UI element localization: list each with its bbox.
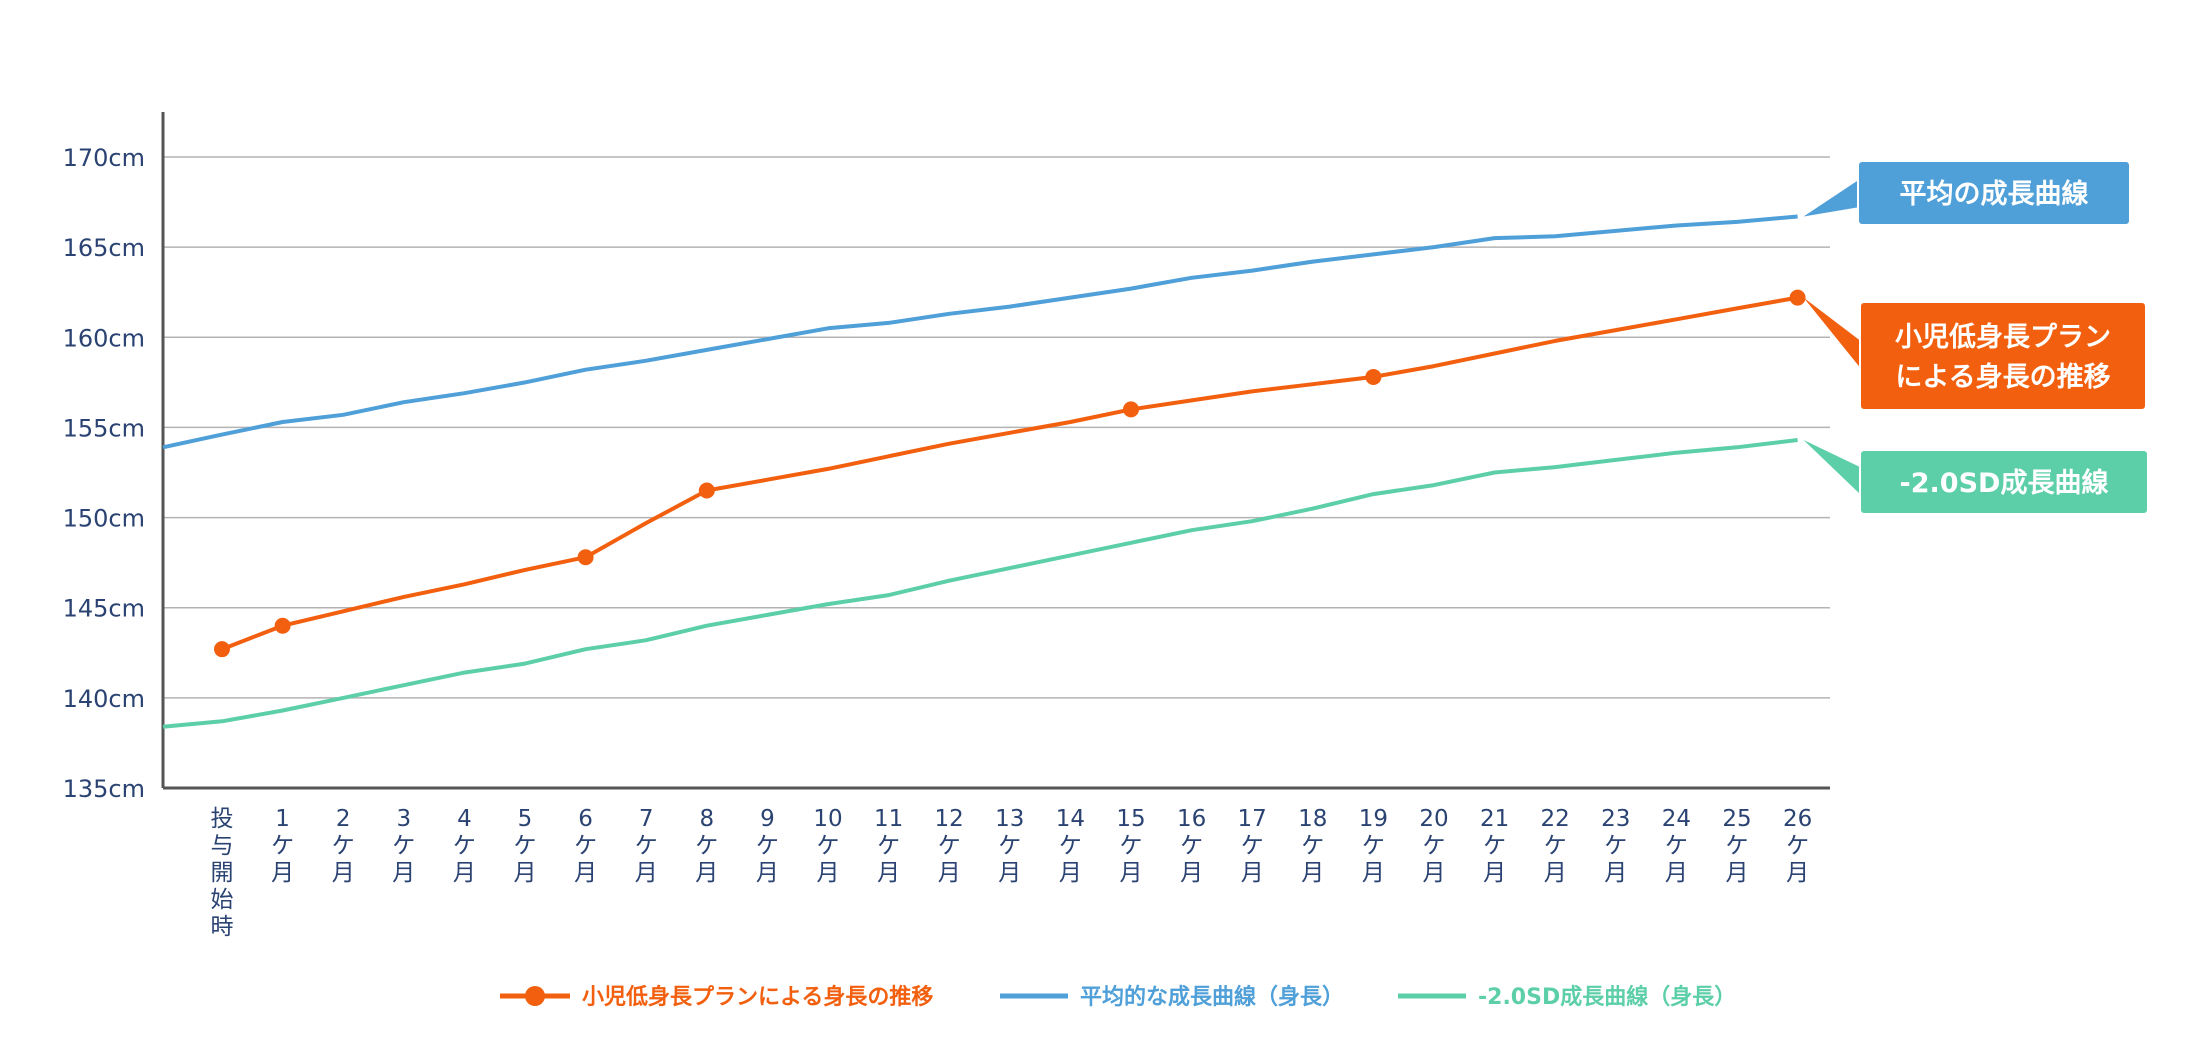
data-point bbox=[1365, 368, 1382, 385]
x-tick-label: 17 ケ月 bbox=[1238, 806, 1267, 886]
x-tick-label: 12 ケ月 bbox=[935, 806, 964, 886]
x-axis-ticks: 投与開始時 1 ケ月 2 ケ月 3 ケ月 4 ケ月 5 ケ月 6 ケ月 7 ケ月 8 ケ月 9 ケ月 10 ケ月 11 ケ月… bbox=[211, 806, 1813, 940]
y-tick-label: 135cm bbox=[63, 775, 145, 803]
x-tick-label: 10 ケ月 bbox=[813, 806, 842, 886]
y-tick-label: 170cm bbox=[63, 144, 145, 172]
x-tick-label: 11 ケ月 bbox=[874, 806, 903, 886]
legend-item: 平均的な成長曲線（身長） bbox=[1000, 984, 1344, 1010]
x-tick-label: 2 ケ月 bbox=[332, 806, 355, 886]
data-point bbox=[698, 482, 715, 499]
x-tick-label: 投与開始時 bbox=[211, 806, 234, 940]
x-tick-label: 9 ケ月 bbox=[756, 806, 779, 886]
y-tick-label: 155cm bbox=[63, 414, 145, 442]
callout-0: 平均の成長曲線 bbox=[1803, 160, 2131, 226]
x-tick-label: 18 ケ月 bbox=[1298, 806, 1327, 886]
x-tick-label: 23 ケ月 bbox=[1601, 806, 1630, 886]
x-tick-label: 8 ケ月 bbox=[695, 806, 718, 886]
data-point bbox=[274, 617, 291, 634]
x-tick-label: 1 ケ月 bbox=[271, 806, 294, 886]
legend: 小児低身長プランによる身長の推移 平均的な成長曲線（身長） -2.0SD成長曲線（身… bbox=[500, 984, 1736, 1010]
callout-box bbox=[1859, 449, 2149, 515]
x-tick-label: 3 ケ月 bbox=[392, 806, 415, 886]
legend-marker bbox=[525, 986, 545, 1006]
x-tick-label: 15 ケ月 bbox=[1116, 806, 1145, 886]
x-tick-label: 26 ケ月 bbox=[1783, 806, 1812, 886]
x-tick-label: 6 ケ月 bbox=[574, 806, 597, 886]
x-tick-label: 19 ケ月 bbox=[1359, 806, 1388, 886]
data-point bbox=[577, 549, 594, 566]
data-point bbox=[214, 641, 230, 658]
legend-label: 平均的な成長曲線（身長） bbox=[1080, 984, 1344, 1010]
series-layer bbox=[162, 214, 1806, 729]
y-axis-ticks: 135cm 140cm 145cm 150cm 155cm 160cm 165cm 170cm bbox=[63, 144, 145, 803]
data-point bbox=[1789, 289, 1806, 306]
callout-text: -2.0SD成長曲線 bbox=[1900, 467, 2109, 499]
grid-layer bbox=[163, 156, 1830, 699]
x-tick-label: 13 ケ月 bbox=[995, 806, 1024, 886]
legend-item: -2.0SD成長曲線（身長） bbox=[1398, 984, 1736, 1010]
x-tick-label: 16 ケ月 bbox=[1177, 806, 1206, 886]
callout-text: 平均の成長曲線 bbox=[1900, 178, 2089, 210]
x-tick-label: 25 ケ月 bbox=[1722, 806, 1751, 886]
x-tick-label: 5 ケ月 bbox=[514, 806, 537, 886]
series-line-1 bbox=[221, 295, 1798, 652]
data-point bbox=[1123, 401, 1139, 418]
callout-pointer bbox=[1803, 179, 1860, 217]
x-tick-label: 14 ケ月 bbox=[1056, 806, 1085, 886]
axis-layer bbox=[161, 112, 1830, 790]
callout-1: 小児低身長プランによる身長の推移 bbox=[1803, 297, 2147, 411]
y-tick-label: 150cm bbox=[63, 505, 145, 533]
y-tick-label: 160cm bbox=[63, 324, 145, 352]
callout-pointer bbox=[1803, 440, 1862, 496]
series-line-2 bbox=[162, 438, 1798, 729]
legend-label: 小児低身長プランによる身長の推移 bbox=[582, 984, 933, 1010]
x-tick-label: 22 ケ月 bbox=[1541, 806, 1570, 886]
callout-box bbox=[1857, 160, 2131, 226]
callout-text: による身長の推移 bbox=[1895, 361, 2110, 393]
y-tick-label: 165cm bbox=[63, 234, 145, 262]
x-tick-label: 24 ケ月 bbox=[1662, 806, 1691, 886]
legend-item: 小児低身長プランによる身長の推移 bbox=[500, 984, 933, 1010]
callout-text: 小児低身長プラン bbox=[1895, 321, 2111, 353]
x-tick-label: 20 ケ月 bbox=[1419, 806, 1448, 886]
x-tick-label: 4 ケ月 bbox=[453, 806, 476, 886]
callout-pointer bbox=[1803, 297, 1862, 370]
series-line-0 bbox=[162, 214, 1798, 450]
legend-label: -2.0SD成長曲線（身長） bbox=[1478, 984, 1736, 1010]
x-tick-label: 21 ケ月 bbox=[1480, 806, 1509, 886]
y-tick-label: 140cm bbox=[63, 685, 145, 713]
callout-2: -2.0SD成長曲線 bbox=[1803, 440, 2149, 515]
x-tick-label: 7 ケ月 bbox=[635, 806, 658, 886]
callout-box bbox=[1859, 301, 2147, 411]
y-tick-label: 145cm bbox=[63, 595, 145, 623]
